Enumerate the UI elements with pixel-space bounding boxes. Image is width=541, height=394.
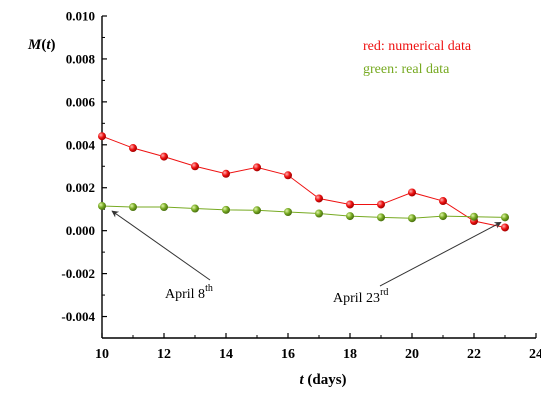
data-point-real — [191, 204, 199, 213]
data-point-numerical — [98, 132, 106, 141]
x-tick-label: 10 — [95, 347, 109, 362]
data-point-real — [439, 212, 447, 221]
series-line-real — [101, 205, 506, 219]
data-point-real — [408, 214, 416, 223]
data-point-real — [284, 207, 292, 216]
data-point-numerical — [191, 162, 199, 171]
plot-series — [98, 132, 509, 232]
data-point-numerical — [129, 144, 137, 153]
data-point-numerical — [408, 188, 416, 197]
annotations — [111, 210, 502, 287]
y-tick-label: 0.000 — [66, 223, 95, 238]
x-tick-label: 24 — [529, 347, 541, 362]
axis-ticks: -0.004 -0.002 0.000 0.002 0.004 0.006 0.008 0.0… — [61, 9, 541, 363]
data-point-numerical — [315, 194, 323, 203]
annotation-arrow — [111, 210, 211, 281]
data-point-real — [160, 203, 168, 212]
y-tick-label: 0.004 — [66, 137, 96, 152]
data-point-numerical — [284, 171, 292, 180]
data-point-real — [346, 212, 354, 221]
x-axis-title: t (days) — [299, 372, 346, 388]
series-line-numerical — [101, 135, 506, 228]
y-tick-label: -0.002 — [61, 266, 95, 281]
y-tick-label: 0.006 — [66, 94, 96, 109]
data-point-numerical — [377, 200, 385, 209]
x-tick-label: 16 — [281, 347, 295, 362]
y-tick-label: 0.008 — [66, 51, 96, 66]
data-point-real — [129, 203, 137, 212]
x-tick-label: 14 — [219, 347, 233, 362]
data-point-numerical — [253, 163, 261, 172]
data-point-real — [253, 206, 261, 215]
data-point-numerical — [346, 200, 354, 209]
y-axis-title: M(t) — [27, 37, 56, 53]
x-tick-label: 20 — [405, 347, 419, 362]
y-tick-label: -0.004 — [61, 309, 95, 324]
data-point-real — [470, 212, 478, 221]
y-tick-label: 0.002 — [66, 180, 95, 195]
data-point-numerical — [222, 169, 230, 178]
annotation-april-23: April 23rd — [333, 287, 388, 306]
legend-entry-numerical: red: numerical data — [363, 39, 472, 54]
data-point-real — [98, 201, 106, 210]
legend-entry-real: green: real data — [363, 62, 450, 77]
x-tick-label: 22 — [467, 347, 481, 362]
data-point-numerical — [501, 223, 509, 232]
data-point-real — [377, 213, 385, 222]
y-tick-label: 0.010 — [66, 9, 95, 24]
data-point-real — [315, 209, 323, 218]
data-point-real — [501, 213, 509, 222]
x-tick-label: 18 — [343, 347, 357, 362]
data-point-real — [222, 205, 230, 214]
data-point-numerical — [160, 152, 168, 161]
annotation-arrow — [379, 221, 502, 287]
x-tick-label: 12 — [157, 347, 171, 362]
data-point-numerical — [439, 197, 447, 206]
annotation-april-8: April 8th — [165, 283, 213, 302]
